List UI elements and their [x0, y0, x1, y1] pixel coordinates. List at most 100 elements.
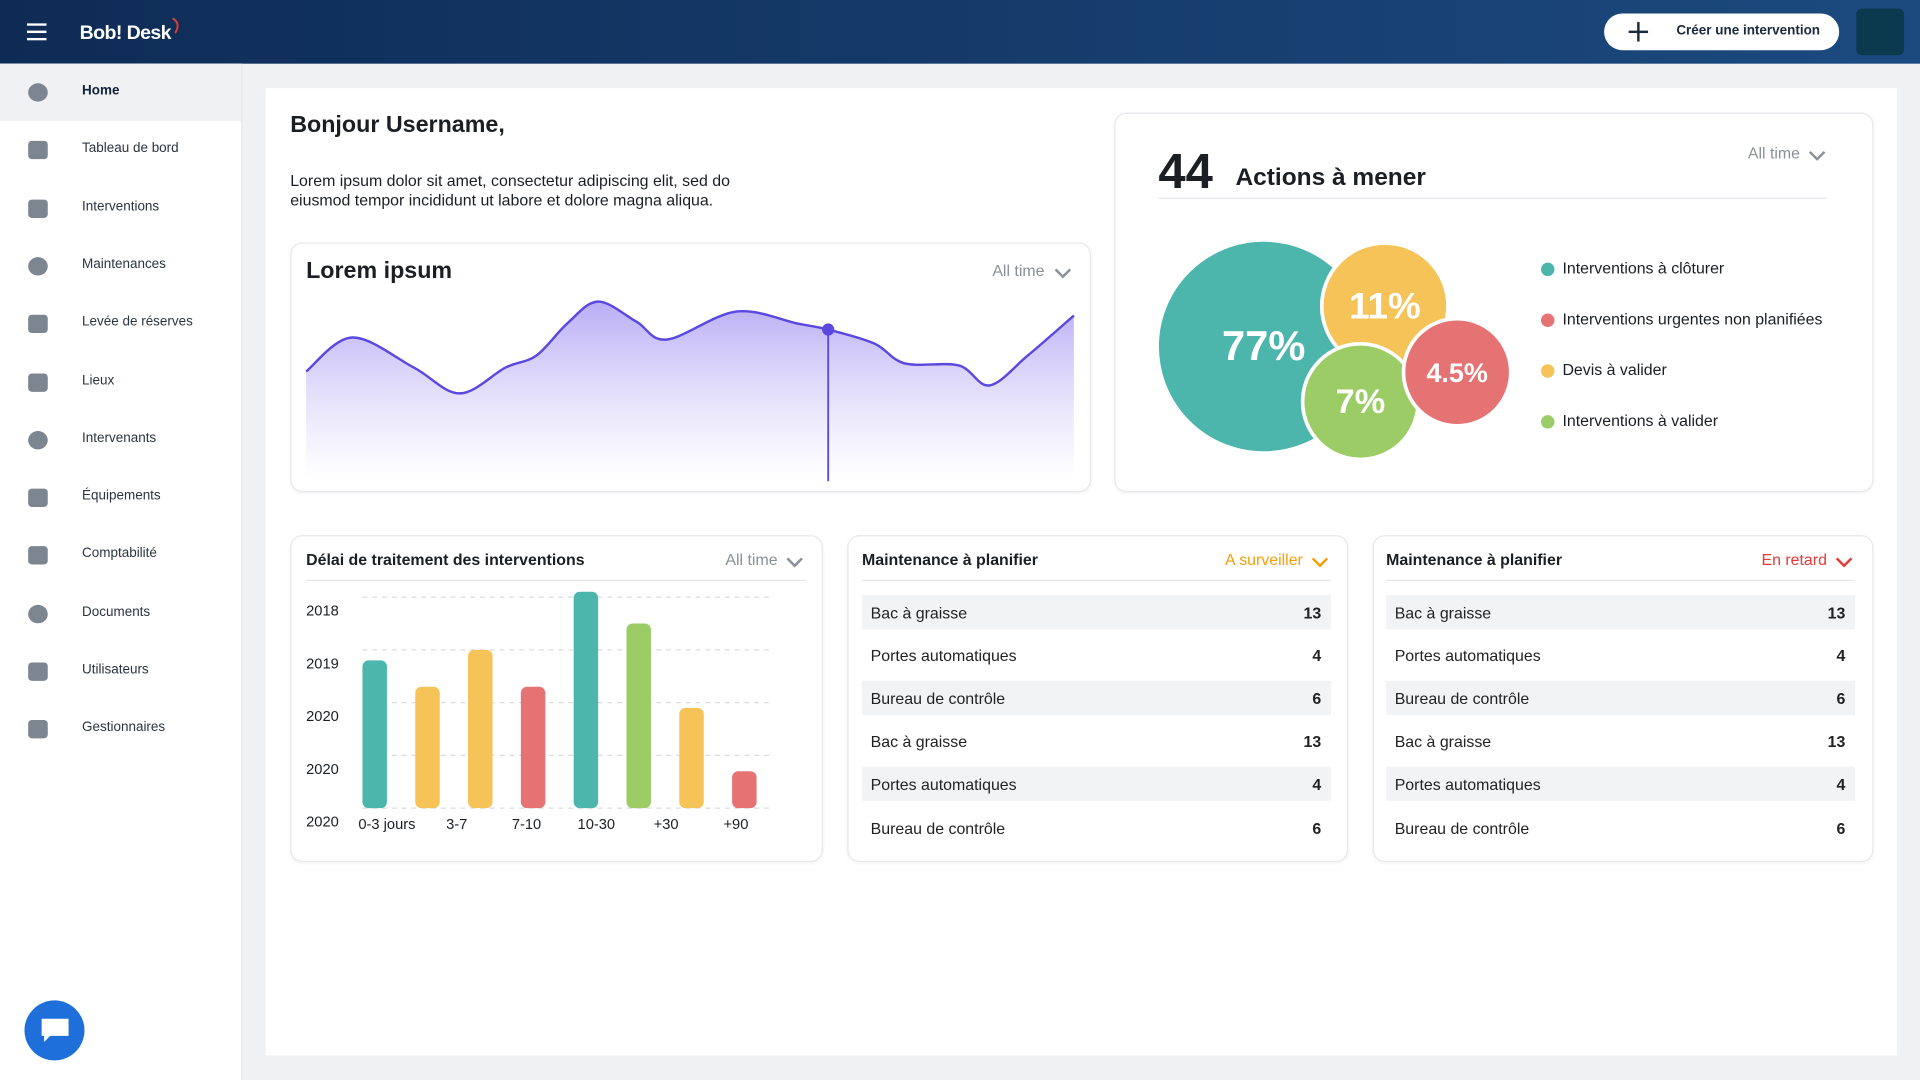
row-label: Bac à graisse: [1394, 603, 1492, 623]
row-value: 6: [1836, 818, 1846, 837]
nav-label: Intervenants: [82, 430, 157, 446]
time-filter: All time: [725, 552, 777, 569]
nav-icon: [28, 430, 48, 450]
table-row: Bureau de contrôle 6: [862, 810, 1331, 844]
nav-label: Équipements: [82, 488, 161, 504]
bar: [573, 591, 599, 809]
y-tick-label: 2019: [306, 656, 339, 672]
table-row: Bureau de contrôle 6: [862, 681, 1332, 716]
x-tick-label: 10-30: [578, 817, 616, 833]
row-label: Bureau de contrôle: [1394, 818, 1530, 837]
dropdown-chevron: [1835, 557, 1853, 568]
nav-label: Levée de réserves: [82, 314, 193, 330]
nav-icon: [28, 488, 48, 508]
y-tick-label: 2020: [306, 815, 339, 831]
sidebar: Home Tableau de bord Interventions Maintena…: [0, 63, 243, 1080]
row-label: Portes automatiques: [870, 775, 1017, 794]
nav-item[interactable]: Tableau de bord: [0, 122, 241, 180]
bubble-label: 77%: [1222, 322, 1305, 369]
table-row: Bac à graisse 13: [1386, 595, 1856, 630]
nav-label: Utilisateurs: [82, 662, 149, 678]
total-count: 44: [1158, 145, 1212, 199]
create-button-label: Créer une intervention: [1676, 23, 1821, 38]
row-value: 13: [1303, 603, 1322, 623]
row-label: Bureau de contrôle: [870, 689, 1006, 708]
dropdown-chevron: [1808, 150, 1826, 161]
card-title: Délai de traitement des interventions: [306, 552, 585, 569]
nav-item[interactable]: Lieux: [0, 353, 241, 411]
bar: [362, 660, 387, 809]
row-label: Portes automatiques: [870, 646, 1017, 666]
status-filter[interactable]: A surveiller: [1225, 552, 1303, 569]
logo-mark: [172, 17, 179, 34]
nav-item[interactable]: Interventions: [0, 180, 241, 238]
row-value: 6: [1312, 689, 1322, 708]
nav-item[interactable]: Comptabilité: [0, 527, 241, 585]
nav-icon: [28, 372, 48, 392]
legend-label: Devis à valider: [1562, 362, 1667, 379]
row-value: 13: [1827, 603, 1846, 623]
nav-label: Home: [82, 83, 120, 98]
time-filter: All time: [1748, 145, 1800, 162]
legend-swatch: [1541, 313, 1555, 327]
row-label: Bureau de contrôle: [870, 818, 1006, 837]
table-row: Bac à graisse 13: [1386, 724, 1855, 758]
nav-icon: [28, 604, 48, 623]
nav-icon: [28, 141, 48, 160]
create-button[interactable]: Créer une intervention: [1604, 13, 1840, 51]
menu-button[interactable]: [26, 23, 47, 41]
row-value: 4: [1312, 646, 1322, 666]
nav-label: Documents: [82, 604, 151, 620]
nav-label: Tableau de bord: [82, 141, 179, 156]
bar: [468, 649, 493, 809]
chat-icon: [41, 1018, 69, 1043]
card-title: Lorem ipsum: [306, 257, 452, 283]
logo: Bob! Desk: [79, 23, 172, 45]
nav-item[interactable]: Levée de réserves: [0, 295, 241, 353]
bar: [732, 771, 757, 809]
line: [305, 300, 1075, 395]
nav-item[interactable]: Intervenants: [0, 411, 241, 469]
nav-item[interactable]: Documents: [0, 585, 241, 643]
bubble-label: 4.5%: [1426, 358, 1487, 388]
row-value: 13: [1827, 732, 1846, 751]
nav-item[interactable]: Utilisateurs: [0, 643, 241, 701]
row-label: Bac à graisse: [1394, 732, 1492, 751]
nav-label: Interventions: [82, 199, 160, 214]
row-value: 6: [1836, 689, 1846, 708]
nav-label: Lieux: [82, 372, 115, 388]
legend-swatch: [1541, 415, 1555, 429]
row-value: 13: [1303, 732, 1322, 751]
y-tick-label: 2018: [306, 604, 339, 620]
legend-label: Interventions à clôturer: [1562, 261, 1724, 278]
card-title: Actions à mener: [1236, 164, 1427, 191]
plus-icon: [1628, 22, 1649, 42]
top-bar: Bob! Desk Créer une intervention: [0, 0, 1920, 64]
dropdown-chevron: [1054, 268, 1072, 279]
chat-button[interactable]: [24, 1000, 85, 1061]
greeting-text: Lorem ipsum dolor sit amet, consectetur …: [290, 171, 730, 210]
table-row: Bac à graisse 13: [862, 595, 1332, 630]
nav-item[interactable]: Maintenances: [0, 237, 241, 295]
table-row: Portes automatiques 4: [862, 767, 1332, 802]
nav-item[interactable]: Gestionnaires: [0, 701, 241, 759]
bubble-label: 11%: [1349, 285, 1420, 326]
x-tick-label: +30: [654, 817, 679, 833]
bar: [626, 623, 651, 809]
dropdown-chevron: [1311, 557, 1329, 568]
avatar[interactable]: [1856, 8, 1905, 56]
status-filter[interactable]: En retard: [1762, 552, 1827, 569]
x-tick-label: 3-7: [446, 817, 467, 833]
line-area: [306, 301, 1074, 482]
nav-item[interactable]: Équipements: [0, 469, 241, 527]
nav-icon: [28, 662, 48, 681]
nav-item[interactable]: Home: [0, 63, 242, 122]
row-label: Portes automatiques: [1394, 646, 1541, 666]
bar: [520, 686, 546, 809]
nav-icon: [28, 199, 48, 218]
table-row: Bureau de contrôle 6: [1386, 810, 1855, 844]
table-title: Maintenance à planifier: [1386, 552, 1562, 569]
row-label: Bac à graisse: [870, 732, 968, 751]
